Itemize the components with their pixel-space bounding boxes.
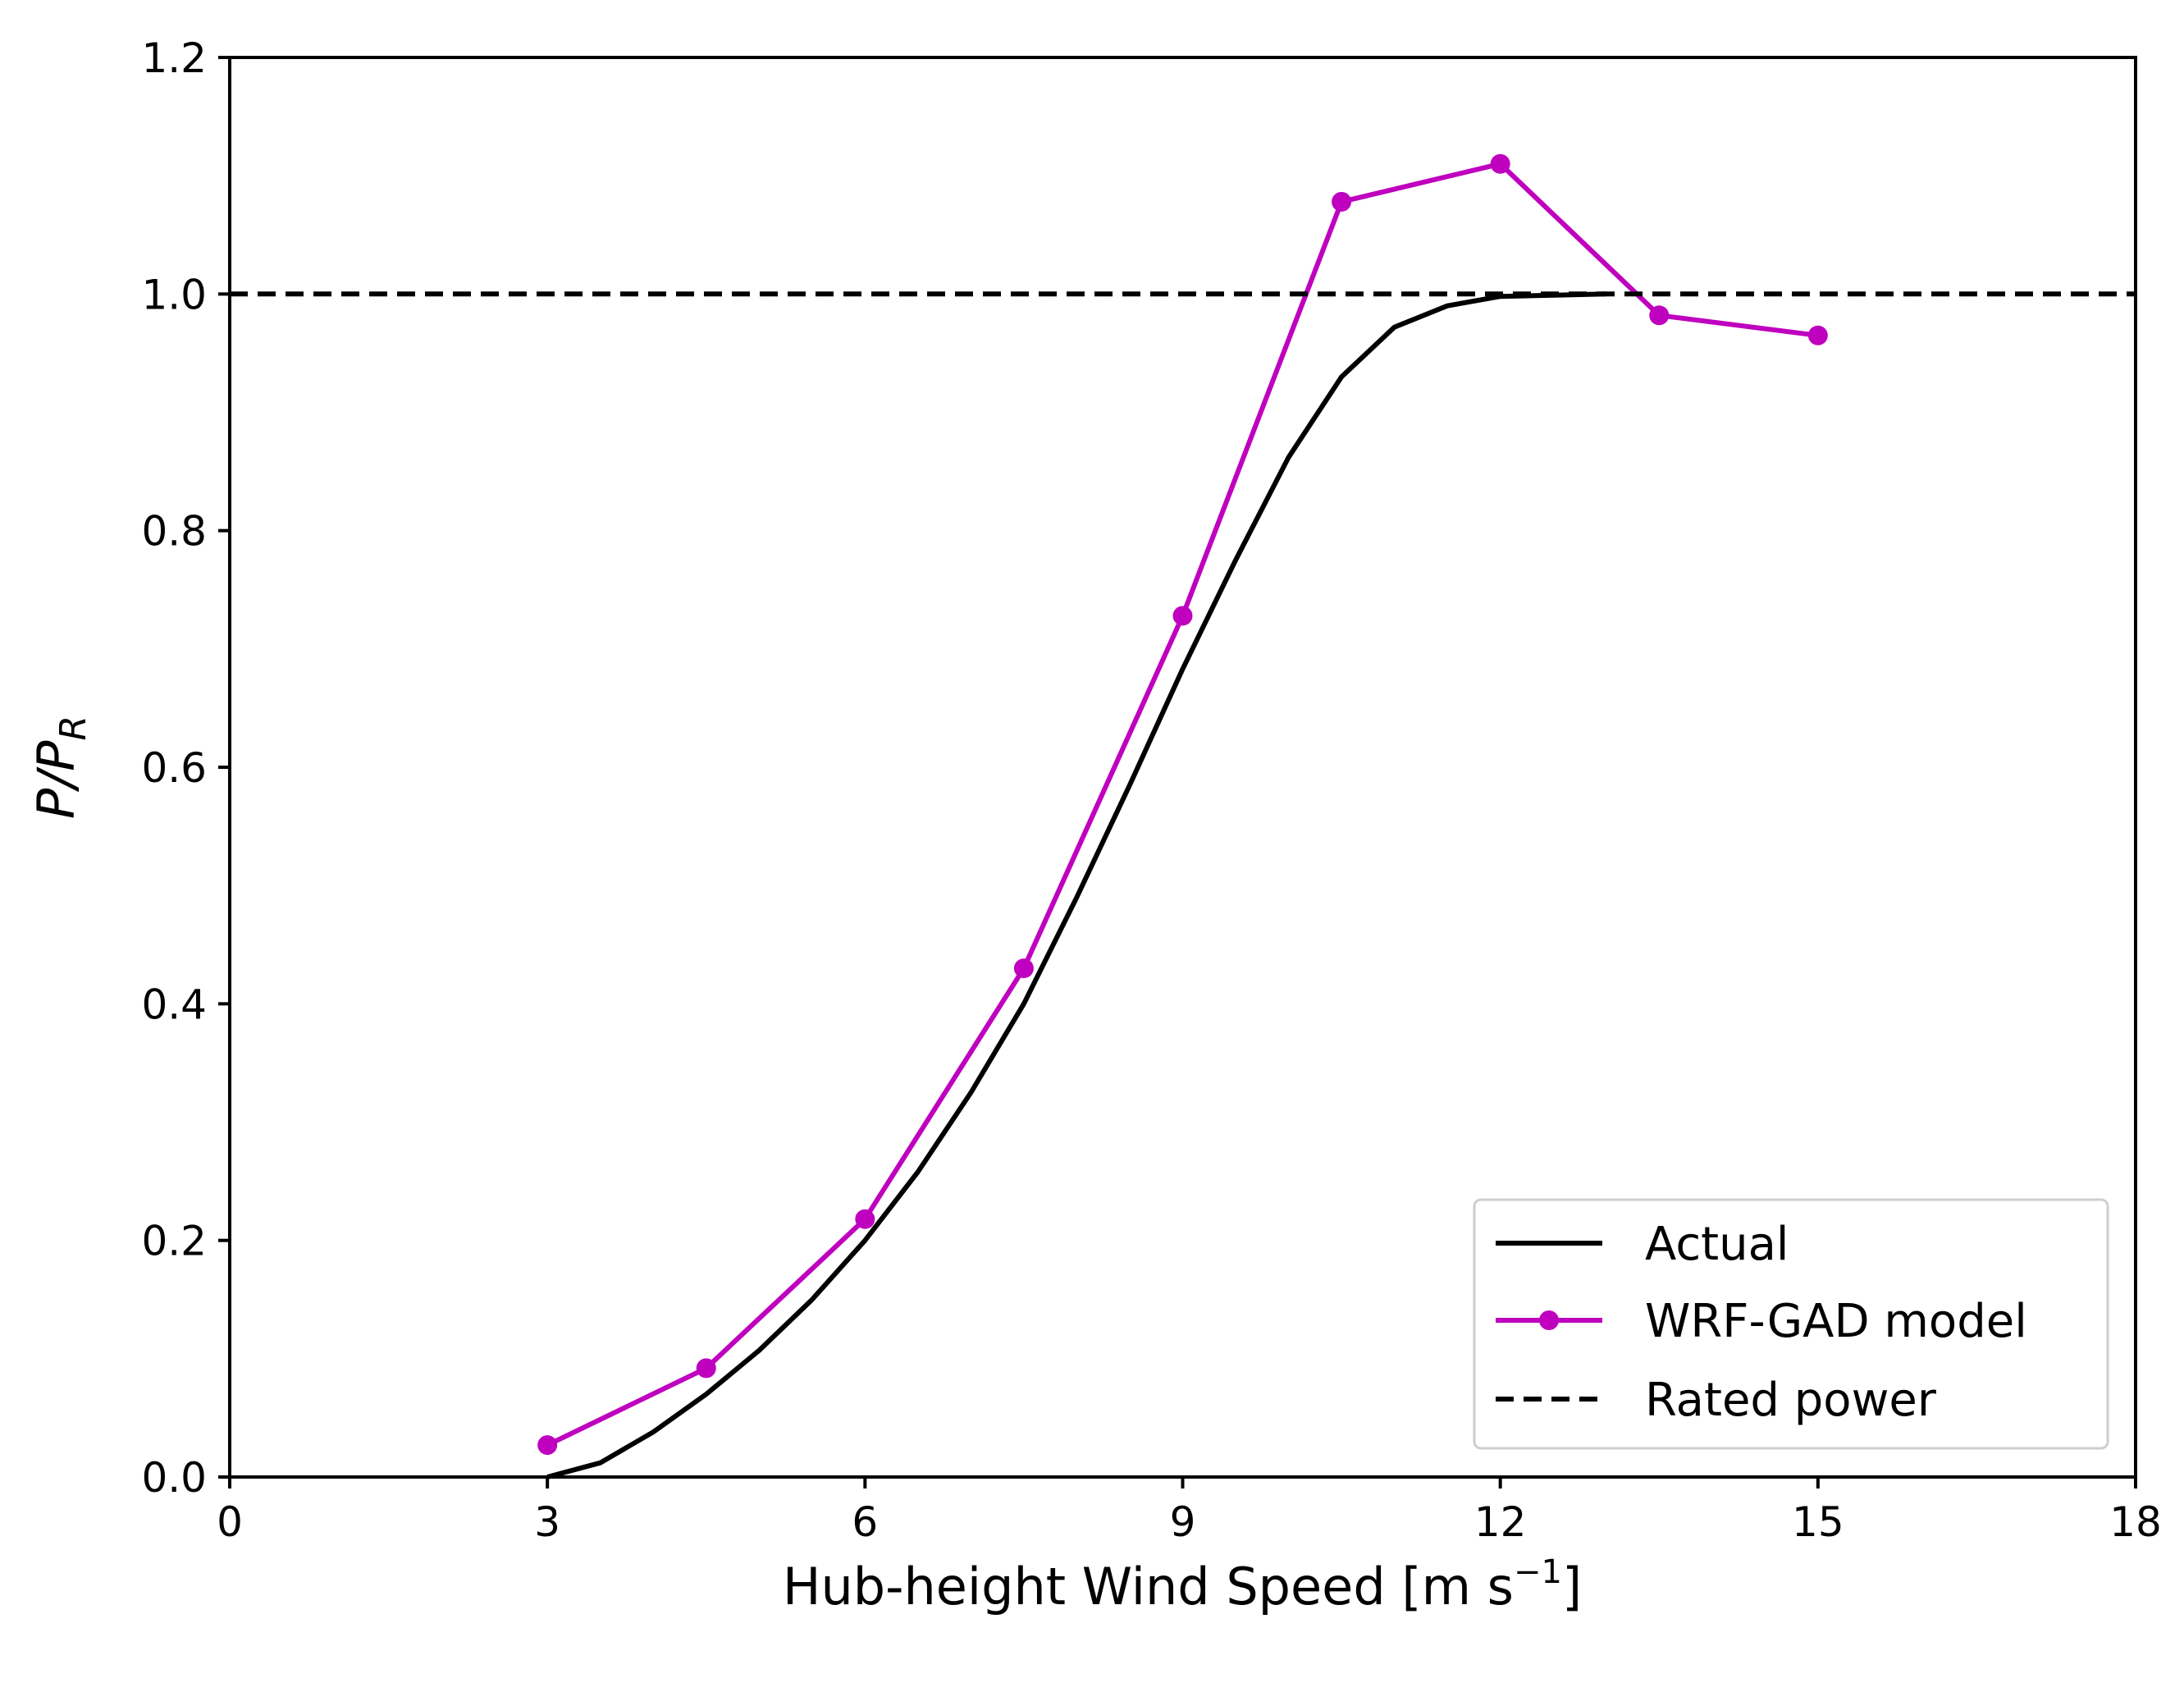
x-tick-label: 9	[1170, 1498, 1196, 1546]
y-tick-label: 0.0	[141, 1454, 207, 1502]
data-point-wrf-gad-model	[855, 1209, 875, 1229]
marker-layer	[537, 153, 1828, 1456]
data-point-wrf-gad-model	[1649, 305, 1670, 326]
x-tick-label: 12	[1474, 1498, 1527, 1546]
y-tick-label: 0.6	[141, 744, 207, 792]
x-axis-label-close: ]	[1562, 1557, 1582, 1617]
legend-marker-wrf-gad	[1539, 1310, 1559, 1330]
legend-label-actual: Actual	[1645, 1218, 1789, 1271]
x-tick-label: 18	[2109, 1498, 2162, 1546]
tick-layer: 0 3 6 9 12 15 18 0.0 0.2 0.4 0.6 0.8 1.0 1.2	[141, 34, 2161, 1546]
data-point-wrf-gad-model	[696, 1358, 716, 1379]
legend-label-wrf-gad: WRF-GAD model	[1645, 1295, 2027, 1348]
y-axis-label-main: P/P	[26, 740, 86, 819]
legend: Actual WRF-GAD model Rated power	[1473, 1198, 2109, 1450]
data-point-wrf-gad-model	[1172, 606, 1193, 626]
y-tick-label: 0.2	[141, 1218, 207, 1265]
data-point-wrf-gad-model	[1807, 325, 1828, 345]
y-tick-label: 1.2	[141, 34, 207, 82]
y-tick-label: 0.8	[141, 508, 207, 556]
data-point-wrf-gad-model	[1490, 153, 1510, 174]
x-tick-label: 15	[1792, 1498, 1844, 1546]
y-axis-label: P/PR	[26, 716, 94, 819]
legend-box	[1473, 1198, 2109, 1450]
x-axis-label-main: Hub-height Wind Speed [m s	[783, 1557, 1514, 1617]
y-tick-label: 1.0	[141, 271, 207, 318]
x-axis-label-superscript: −1	[1514, 1553, 1562, 1591]
data-point-wrf-gad-model	[537, 1435, 558, 1456]
y-tick-label: 0.4	[141, 981, 207, 1028]
x-tick-label: 0	[217, 1498, 243, 1546]
data-point-wrf-gad-model	[1013, 958, 1034, 979]
x-tick-label: 6	[852, 1498, 878, 1546]
series-line-actual	[546, 291, 1606, 1479]
y-axis-label-subscript: R	[53, 716, 94, 741]
data-point-wrf-gad-model	[1332, 191, 1352, 212]
x-tick-label: 3	[534, 1498, 560, 1546]
x-axis-label: Hub-height Wind Speed [m s−1]	[783, 1553, 1582, 1617]
legend-label-rated-power: Rated power	[1645, 1374, 1937, 1427]
